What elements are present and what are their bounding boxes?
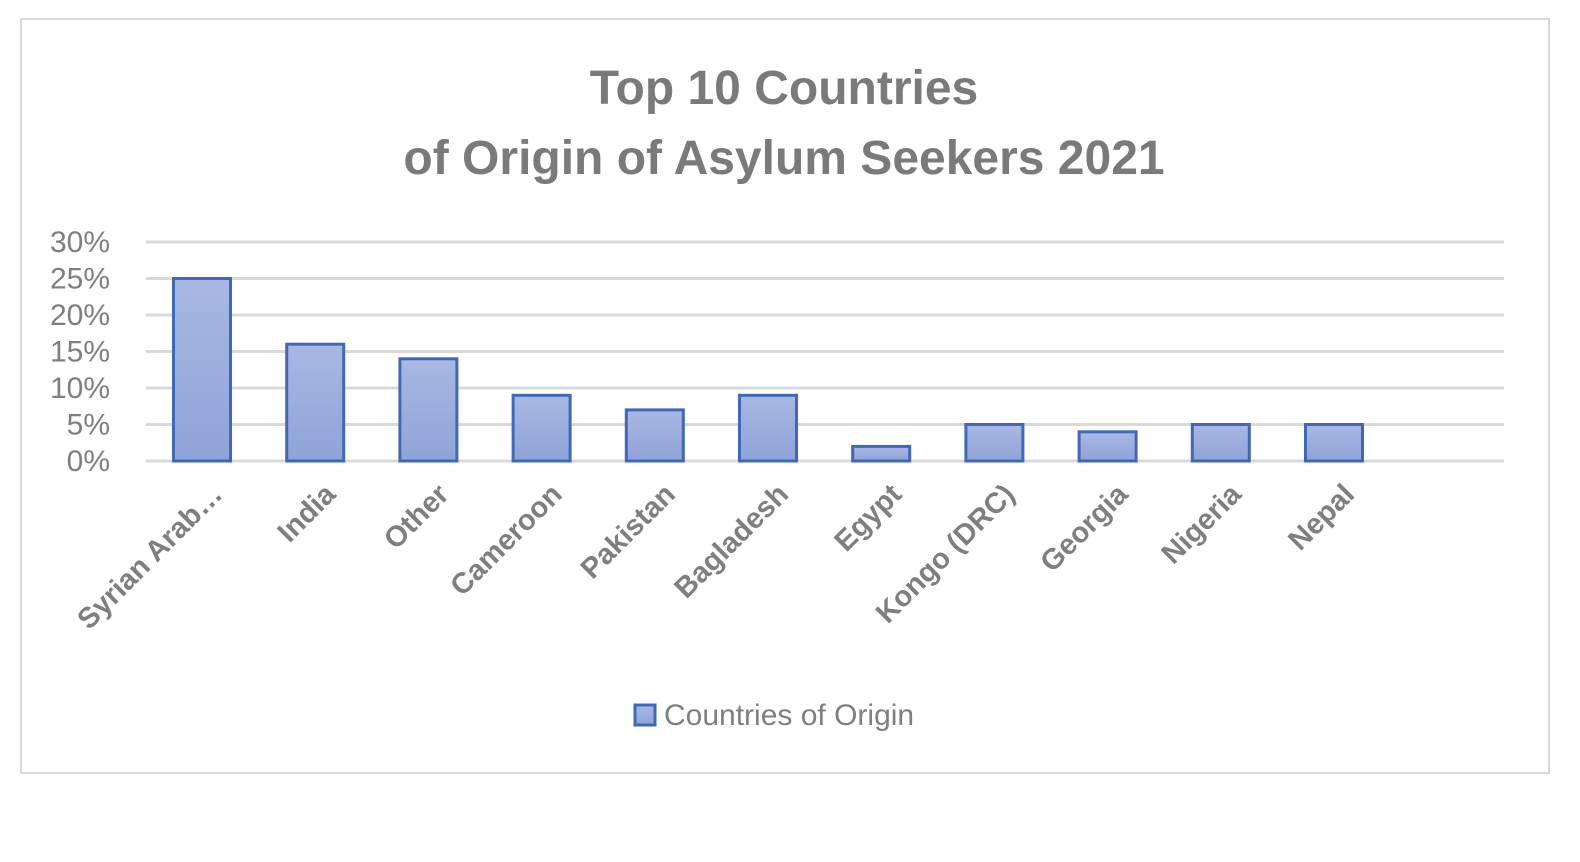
y-tick-label: 30% xyxy=(50,226,110,259)
bar xyxy=(738,393,798,463)
bar xyxy=(1077,430,1138,463)
y-tick-label: 15% xyxy=(50,336,110,369)
bar xyxy=(964,423,1025,463)
y-tick-label: 25% xyxy=(50,263,110,296)
bar xyxy=(1304,423,1364,463)
y-tick-label: 10% xyxy=(50,372,110,405)
chart-title-line-2: of Origin of Asylum Seekers 2021 xyxy=(403,132,1164,185)
legend-swatch xyxy=(633,703,657,727)
chart-title-line-1: Top 10 Countries xyxy=(590,62,978,115)
y-tick-label: 5% xyxy=(67,409,110,442)
bar xyxy=(398,357,459,463)
y-tick-label: 0% xyxy=(67,445,110,478)
x-category-label: Pakistan xyxy=(575,478,682,585)
bar xyxy=(1190,423,1251,463)
legend: Countries of Origin xyxy=(633,699,914,732)
y-tick-label: 20% xyxy=(50,299,110,332)
legend-label: Countries of Origin xyxy=(664,699,914,732)
bar xyxy=(511,393,572,463)
x-category-label: Nigeria xyxy=(1156,478,1249,571)
bar xyxy=(172,277,232,463)
x-category-label: Other xyxy=(378,478,455,555)
x-category-label: Georgia xyxy=(1034,478,1135,579)
chart-title: Top 10 Countries of Origin of Asylum See… xyxy=(403,62,1164,185)
bars xyxy=(172,277,1364,463)
y-axis-ticks: 0%5% 10%15% 20%25% 30% xyxy=(50,226,110,478)
x-category-label: Cameroon xyxy=(445,478,569,602)
x-category-label: Bagladesh xyxy=(669,478,795,604)
x-category-label: India xyxy=(272,478,343,549)
bar xyxy=(624,408,685,463)
x-category-label: Syrian Arab… xyxy=(71,478,228,635)
gridlines xyxy=(146,240,1504,463)
x-category-label: Nepal xyxy=(1282,478,1360,556)
bar xyxy=(285,342,346,463)
x-category-label: Egypt xyxy=(829,478,909,558)
bar xyxy=(851,444,912,463)
